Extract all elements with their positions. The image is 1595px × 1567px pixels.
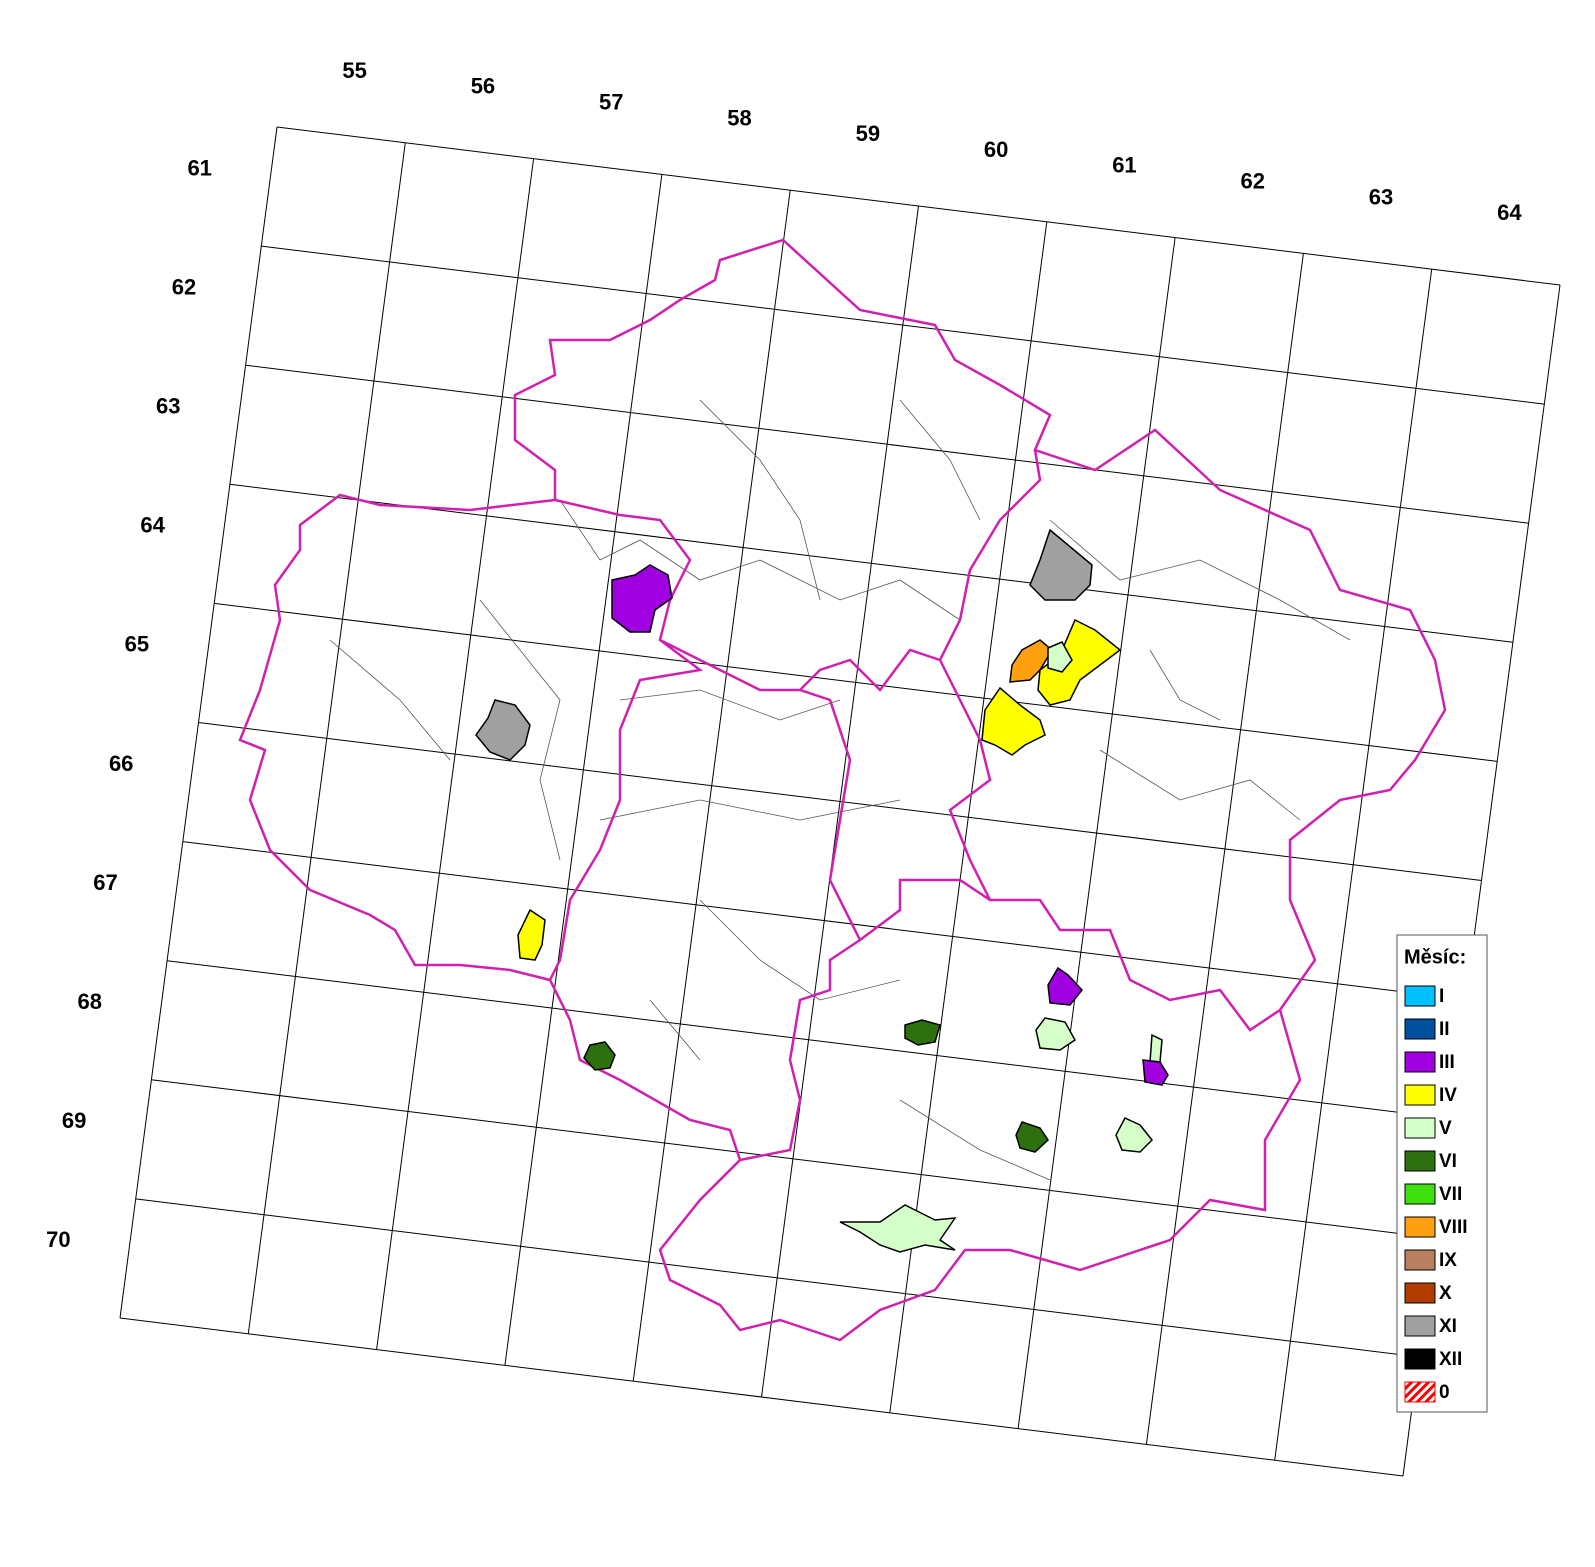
legend-swatch — [1404, 1084, 1436, 1106]
district — [839, 1204, 957, 1253]
legend-label: X — [1439, 1283, 1452, 1304]
region-border — [238, 238, 1447, 1342]
row-label: 70 — [46, 1227, 70, 1252]
legend-swatch — [1404, 1348, 1436, 1370]
legend-swatch — [1404, 1381, 1436, 1403]
legend-swatch — [1404, 1183, 1436, 1205]
legend-swatch — [1404, 985, 1436, 1007]
legend-title: Měsíc: — [1404, 946, 1466, 968]
legend-swatch — [1404, 1249, 1436, 1271]
district — [1035, 1017, 1076, 1051]
legend-label: III — [1439, 1052, 1455, 1073]
legend-label: VI — [1439, 1151, 1457, 1172]
district — [981, 686, 1046, 756]
district — [1037, 618, 1122, 706]
column-label: 63 — [1369, 184, 1393, 209]
legend-label: VII — [1439, 1184, 1462, 1205]
column-label: 62 — [1240, 169, 1264, 194]
legend-label: IX — [1439, 1250, 1457, 1271]
legend-swatch — [1404, 1150, 1436, 1172]
legend-label: XI — [1439, 1316, 1457, 1337]
legend-swatch — [1404, 1315, 1436, 1337]
row-label: 66 — [109, 751, 133, 776]
grid-line — [261, 245, 1545, 405]
highlighted-districts — [475, 528, 1169, 1253]
legend-label: V — [1439, 1118, 1452, 1139]
district — [904, 1019, 941, 1046]
legend-label: II — [1439, 1019, 1450, 1040]
legend-label: 0 — [1439, 1382, 1450, 1403]
district — [1047, 966, 1083, 1006]
grid-line — [245, 364, 1529, 524]
grid-line — [229, 483, 1513, 643]
district — [1029, 528, 1093, 601]
column-label: 55 — [342, 58, 366, 83]
grid-line — [182, 841, 1466, 1001]
column-label: 61 — [1112, 153, 1136, 178]
legend-swatch — [1404, 1282, 1436, 1304]
district — [517, 908, 546, 961]
row-label: 62 — [172, 274, 196, 299]
legend-swatch — [1404, 1051, 1436, 1073]
grid-line — [276, 126, 1561, 286]
column-label: 57 — [599, 90, 623, 115]
row-label: 64 — [140, 513, 165, 538]
district — [611, 564, 673, 633]
district — [1142, 1059, 1169, 1086]
row-label: 63 — [156, 394, 180, 419]
grid-line — [214, 602, 1498, 762]
grid-line — [167, 960, 1451, 1120]
district — [1015, 1121, 1049, 1153]
grid-line — [151, 1079, 1435, 1239]
legend-label: I — [1439, 986, 1444, 1007]
grid-line — [135, 1198, 1419, 1358]
district — [1149, 1033, 1163, 1063]
grid-line — [119, 1317, 1404, 1477]
row-label: 68 — [78, 989, 102, 1014]
column-label: 60 — [984, 137, 1008, 162]
grid-line — [198, 722, 1482, 881]
legend-label: VIII — [1439, 1217, 1468, 1238]
row-label: 61 — [187, 155, 211, 180]
district — [1115, 1117, 1154, 1153]
row-label: 69 — [62, 1108, 86, 1133]
district — [583, 1041, 616, 1071]
column-label: 59 — [856, 121, 880, 146]
column-label: 58 — [727, 105, 751, 130]
legend-swatch — [1404, 1117, 1436, 1139]
district — [1047, 641, 1073, 673]
legend-swatch — [1404, 1216, 1436, 1238]
column-label: 56 — [471, 74, 495, 99]
region-border — [548, 449, 1281, 1162]
column-label: 64 — [1497, 200, 1522, 225]
legend-label: IV — [1439, 1085, 1457, 1106]
districts — [329, 399, 1351, 1181]
row-label: 67 — [93, 870, 117, 895]
row-label: 65 — [125, 632, 149, 657]
district-borders — [329, 399, 1351, 1181]
grid — [119, 126, 1561, 1477]
district — [475, 699, 531, 761]
legend-swatch — [1404, 1018, 1436, 1040]
legend-label: XII — [1439, 1349, 1462, 1370]
